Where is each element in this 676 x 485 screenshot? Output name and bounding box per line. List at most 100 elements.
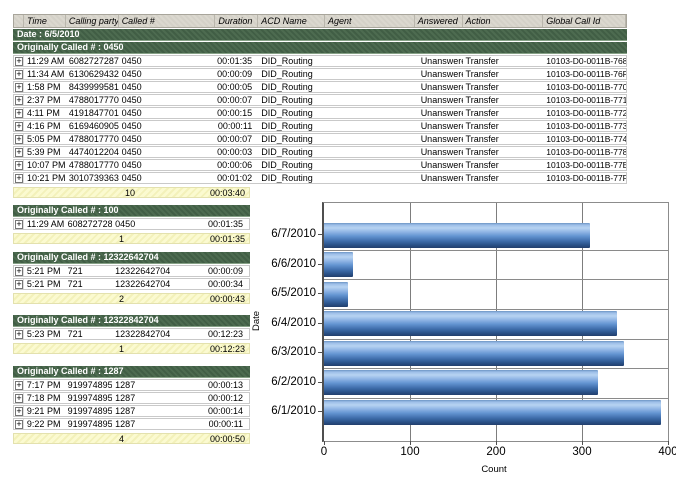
- cell-agent: [325, 121, 415, 131]
- cell-time: 5:05 PM: [26, 134, 61, 144]
- expand-plus-icon[interactable]: +: [15, 160, 23, 170]
- cell-calling: 9199748952: [67, 393, 113, 403]
- cell-called: 0450: [121, 69, 142, 79]
- expand-cell: +: [14, 266, 24, 276]
- column-header-called-[interactable]: Called #: [118, 15, 216, 27]
- table-row[interactable]: +2:37 PM 4788017770 0450 00:00:07 DID_Routin…: [13, 94, 627, 106]
- chart-y-tick: [318, 264, 324, 265]
- cell-duration: 00:00:11: [217, 121, 253, 131]
- expand-plus-icon[interactable]: +: [15, 69, 23, 79]
- column-header-action[interactable]: Action: [462, 15, 544, 27]
- cell-agent: [325, 108, 415, 118]
- expand-plus-icon[interactable]: +: [15, 266, 23, 276]
- call-group-table: Originally Called # : 12322842704 +5:23 P…: [13, 315, 250, 354]
- date-group-header[interactable]: Date : 6/5/2010: [13, 29, 627, 41]
- called-group-header[interactable]: Originally Called # : 100: [13, 205, 250, 217]
- cell-called: 1287: [115, 380, 136, 390]
- chart-gridline-h: [324, 368, 668, 369]
- chart-gridline-h: [324, 398, 668, 399]
- column-header-global-call-id[interactable]: Global Call Id: [543, 15, 626, 27]
- cell-called: 0450: [121, 108, 142, 118]
- called-group-header[interactable]: Originally Called # : 12322642704: [13, 252, 250, 264]
- column-header-acd-name[interactable]: ACD Name: [258, 15, 325, 27]
- cell-duration: 00:00:12: [207, 393, 244, 403]
- cell-acd: DID_Routing: [261, 108, 313, 118]
- expand-cell: +: [14, 279, 24, 289]
- cell-time: 7:17 PM: [26, 380, 61, 390]
- chart-bar: [324, 223, 590, 248]
- expand-plus-icon[interactable]: +: [15, 82, 23, 92]
- table-row[interactable]: +10:07 PM 4788017770 0450 00:00:06 DID_Routi…: [13, 159, 627, 171]
- expand-plus-icon[interactable]: +: [15, 406, 23, 416]
- group-summary-row: 10 00:03:40: [13, 187, 250, 198]
- cell-action: Transfer: [465, 173, 499, 183]
- table-row[interactable]: +11:29 AM 6082727287 0450 00:01:35 DID_Routi…: [13, 55, 627, 67]
- chart-y-tick: [318, 323, 324, 324]
- expand-cell: +: [14, 95, 24, 105]
- cell-duration: 00:00:11: [208, 419, 244, 429]
- cell-called: 12322642704: [115, 279, 171, 289]
- cell-called: 0450: [115, 219, 136, 229]
- table-row[interactable]: +4:16 PM 6169460905 0450 00:00:11 DID_Routin…: [13, 120, 627, 132]
- chart-x-tick: [496, 441, 497, 445]
- chart-gridline-h: [324, 309, 668, 310]
- table-row[interactable]: +5:21 PM 721 12322642704 00:00:34: [13, 278, 250, 290]
- cell-agent: [325, 147, 415, 157]
- table-row[interactable]: +5:39 PM 4474012204 0450 00:00:03 DID_Routin…: [13, 146, 627, 158]
- column-header-time[interactable]: Time: [23, 15, 66, 27]
- cell-answered: Unanswered: [420, 173, 463, 183]
- column-header-agent[interactable]: Agent: [325, 15, 415, 27]
- cell-global_id: 10103-D0-0011B-77E: [546, 160, 626, 170]
- expand-plus-icon[interactable]: +: [15, 393, 23, 403]
- expand-cell: +: [14, 147, 24, 157]
- expand-plus-icon[interactable]: +: [15, 134, 23, 144]
- cell-calling: 4788017770: [68, 95, 119, 105]
- table-row[interactable]: +5:23 PM 721 12322842704 00:12:23: [13, 328, 250, 340]
- table-row[interactable]: +5:05 PM 4788017770 0450 00:00:07 DID_Routin…: [13, 133, 627, 145]
- column-header-duration[interactable]: Duration: [215, 15, 259, 27]
- table-row[interactable]: +9:22 PM 91997489521287 00:00:11: [13, 418, 250, 430]
- table-row[interactable]: +4:11 PM 4191847701 0450 00:00:15 DID_Routin…: [13, 107, 627, 119]
- table-row[interactable]: +5:21 PM 721 12322642704 00:00:09: [13, 265, 250, 277]
- cell-duration: 00:00:15: [217, 108, 253, 118]
- expand-plus-icon[interactable]: +: [15, 419, 23, 429]
- table-row[interactable]: +1:58 PM 8439999581 0450 00:00:05 DID_Routin…: [13, 81, 627, 93]
- chart-x-axis-title: Count: [481, 464, 507, 475]
- expand-plus-icon[interactable]: +: [15, 173, 23, 183]
- table-row[interactable]: +7:17 PM 91997489521287 00:00:13: [13, 379, 250, 391]
- cell-global_id: 10103-D0-0011B-778: [546, 147, 626, 157]
- called-group-header[interactable]: Originally Called # : 0450: [13, 42, 627, 54]
- cell-action: Transfer: [465, 108, 499, 118]
- cell-called: 0450: [121, 160, 142, 170]
- table-row[interactable]: +9:21 PM 91997489521287 00:00:14: [13, 405, 250, 417]
- cell-called: 12322642704: [115, 266, 171, 276]
- cell-time: 10:07 PM: [26, 160, 66, 170]
- chart-y-tick: [318, 411, 324, 412]
- expand-plus-icon[interactable]: +: [15, 329, 23, 339]
- column-header-calling-party-[interactable]: Calling party #: [65, 15, 119, 27]
- called-group-header[interactable]: Originally Called # : 1287: [13, 366, 250, 378]
- table-row[interactable]: +11:34 AM 6130629432 0450 00:00:09 DID_Routi…: [13, 68, 627, 80]
- table-row[interactable]: +10:21 PM 3010739363 0450 00:01:02 DID_Routi…: [13, 172, 627, 184]
- column-header-answered[interactable]: Answered: [414, 15, 463, 27]
- expand-plus-icon[interactable]: +: [15, 56, 23, 66]
- expand-cell: +: [14, 173, 24, 183]
- expand-plus-icon[interactable]: +: [15, 279, 23, 289]
- expand-plus-icon[interactable]: +: [15, 219, 23, 229]
- cell-time: 11:29 AM: [26, 56, 65, 66]
- cell-time: 9:22 PM: [26, 419, 61, 429]
- expand-plus-icon[interactable]: +: [15, 95, 23, 105]
- table-row[interactable]: +7:18 PM 91997489521287 00:00:12: [13, 392, 250, 404]
- cell-duration: 00:00:07: [217, 134, 253, 144]
- called-group-header[interactable]: Originally Called # : 12322842704: [13, 315, 250, 327]
- chart-x-tick-label: 0: [320, 446, 328, 458]
- cell-time: 11:34 AM: [26, 69, 65, 79]
- summary-call-count: 10: [125, 188, 136, 198]
- expand-plus-icon[interactable]: +: [15, 108, 23, 118]
- expand-plus-icon[interactable]: +: [15, 121, 23, 131]
- expand-plus-icon[interactable]: +: [15, 147, 23, 157]
- expand-plus-icon[interactable]: +: [15, 380, 23, 390]
